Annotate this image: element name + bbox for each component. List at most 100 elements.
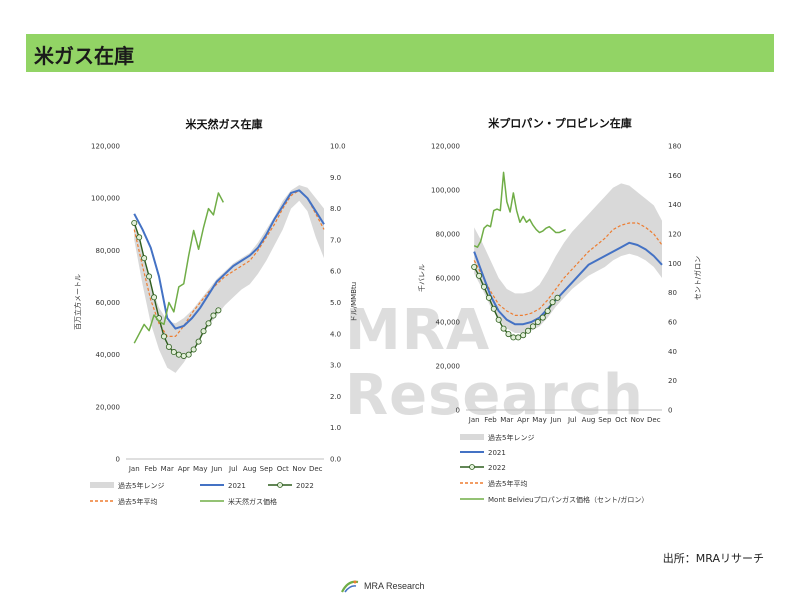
chart1-y2-tick-label: 1.0	[330, 424, 341, 432]
chart1-x-tick-label: Dec	[309, 465, 323, 473]
chart1-x-tick-label: Feb	[145, 465, 158, 473]
chart2-legend-label-y2021: 2021	[488, 449, 506, 457]
chart2-x-tick-label: Oct	[615, 416, 627, 424]
chart1-y2-tick-label: 9.0	[330, 174, 341, 182]
chart1-y2022-point	[141, 255, 148, 262]
chart2-y2021-line	[473, 241, 663, 326]
chart1-legend-swatch-2022-marker	[277, 482, 283, 488]
chart1-y-tick-label: 0	[116, 456, 120, 464]
chart2-y2022-point	[510, 334, 517, 341]
chart2-x-tick-label: May	[532, 416, 546, 424]
chart2-y2-tick-label: 120	[668, 231, 681, 239]
chart1-price-line	[133, 192, 225, 344]
chart2-y2022-point	[500, 325, 507, 332]
chart2-x-tick-label: Mar	[500, 416, 513, 424]
chart2-y2-axis-label: セント/ガロン	[693, 256, 702, 300]
footer-logo-text: MRA Research	[364, 581, 425, 591]
chart2-y2-tick-label: 80	[668, 289, 677, 297]
chart2-y2022-point	[476, 272, 483, 279]
chart2-y2022-point	[549, 299, 556, 306]
chart1-y2-tick-label: 8.0	[330, 205, 341, 213]
chart2-y2-tick-label: 0	[668, 407, 672, 415]
chart2-y2022-point	[544, 307, 551, 314]
chart2-y2022-point	[480, 283, 487, 290]
chart2-y2022-point	[539, 314, 546, 321]
chart2-y-tick-label: 60,000	[436, 275, 461, 283]
chart1-y-tick-label: 80,000	[96, 247, 121, 255]
chart2-range-band	[474, 183, 662, 333]
chart1-x-tick-label: Nov	[292, 465, 306, 473]
chart2-y-axis-label: 千バレル	[417, 264, 426, 292]
chart2-legend-swatch-2022-marker	[469, 464, 475, 470]
chart1-y2022-point	[190, 346, 197, 353]
chart2-legend-label-range: 過去5年レンジ	[488, 433, 534, 442]
chart1-x-tick-label: Aug	[243, 465, 257, 473]
chart2-x-tick-label: Aug	[582, 416, 596, 424]
chart1-y2-tick-label: 6.0	[330, 268, 341, 276]
chart1-y2022-point	[195, 338, 202, 345]
chart1-y2-tick-label: 4.0	[330, 330, 341, 338]
chart1-range-band	[134, 185, 324, 373]
page-title: 米ガス在庫	[34, 44, 134, 68]
chart2-y-tick-label: 120,000	[431, 143, 460, 151]
chart2-legend-label-y2022: 2022	[488, 464, 506, 472]
chart1-y2022-point	[200, 328, 207, 335]
chart1-y2022-point	[170, 349, 177, 356]
chart2-y2022-point	[554, 294, 561, 301]
chart2-y2022-point	[505, 331, 512, 338]
chart2-price-line	[473, 171, 566, 248]
chart1-y2022-point	[175, 351, 182, 358]
chart2-y-tick-label: 20,000	[436, 363, 461, 371]
chart1-y2022-point	[185, 351, 192, 358]
chart2-y2-tick-label: 180	[668, 143, 681, 151]
chart2-y-tick-label: 80,000	[436, 231, 461, 239]
chart1-x-tick-label: Sep	[260, 465, 274, 473]
chart2-y2-tick-label: 60	[668, 319, 677, 327]
chart1-y2022-point	[131, 219, 138, 226]
chart2-y-tick-label: 0	[456, 407, 460, 415]
chart1-y-tick-label: 60,000	[96, 299, 121, 307]
chart2-x-tick-label: Jun	[549, 416, 561, 424]
chart1-x-tick-label: Apr	[178, 465, 190, 473]
chart2-x-tick-label: Apr	[517, 416, 529, 424]
chart1-y2022-point	[215, 307, 222, 314]
chart1-y2022-point	[205, 320, 212, 327]
chart1-y-tick-label: 40,000	[96, 351, 121, 359]
chart1-y2-tick-label: 5.0	[330, 299, 341, 307]
chart1-x-tick-label: May	[193, 465, 207, 473]
chart1-y-tick-label: 120,000	[91, 143, 120, 151]
chart2-y2-tick-label: 40	[668, 348, 677, 356]
chart1-x-tick-label: Mar	[161, 465, 174, 473]
chart1-y-tick-label: 100,000	[91, 195, 120, 203]
chart2-legend-label-price: Mont Belvieuプロパンガス価格（セント/ガロン）	[488, 495, 648, 504]
chart2-y2022-point	[520, 332, 527, 339]
chart2-x-tick-label: Feb	[484, 416, 497, 424]
chart1-y-axis-label: 百万立方メートル	[73, 274, 82, 330]
chart1-y-tick-label: 20,000	[96, 403, 121, 411]
chart1-y2021-line	[133, 189, 325, 330]
chart2-y2022-point	[471, 263, 478, 270]
chart2-x-tick-label: Jul	[567, 416, 577, 424]
chart1-title: 米天然ガス在庫	[185, 117, 263, 131]
chart2-y2022-point	[515, 334, 522, 341]
chart2-title: 米プロパン・プロピレン在庫	[487, 116, 632, 130]
chart1-legend-label-y2021: 2021	[228, 482, 246, 490]
chart1-legend-label-avg: 過去5年平均	[118, 497, 157, 506]
chart2-legend-swatch-range	[460, 434, 484, 440]
chart2-x-tick-label: Sep	[598, 416, 612, 424]
header-bar: 米ガス在庫	[26, 34, 774, 72]
chart2-legend-label-avg: 過去5年平均	[488, 479, 527, 488]
chart1-legend-label-y2022: 2022	[296, 482, 314, 490]
chart1-y2-tick-label: 3.0	[330, 362, 341, 370]
chart1-legend-label-range: 過去5年レンジ	[118, 481, 164, 490]
chart2-y2-tick-label: 100	[668, 260, 681, 268]
chart2-x-tick-label: Nov	[631, 416, 645, 424]
mra-logo-icon	[341, 580, 359, 593]
source-note: 出所：MRAリサーチ	[662, 552, 764, 565]
chart2-y2022-point	[525, 327, 532, 334]
footer-logo: MRA Research	[340, 578, 425, 594]
chart2-y2-tick-label: 160	[668, 172, 681, 180]
chart1-y2022-point	[160, 333, 167, 340]
chart2-avg5y-line	[473, 222, 663, 316]
